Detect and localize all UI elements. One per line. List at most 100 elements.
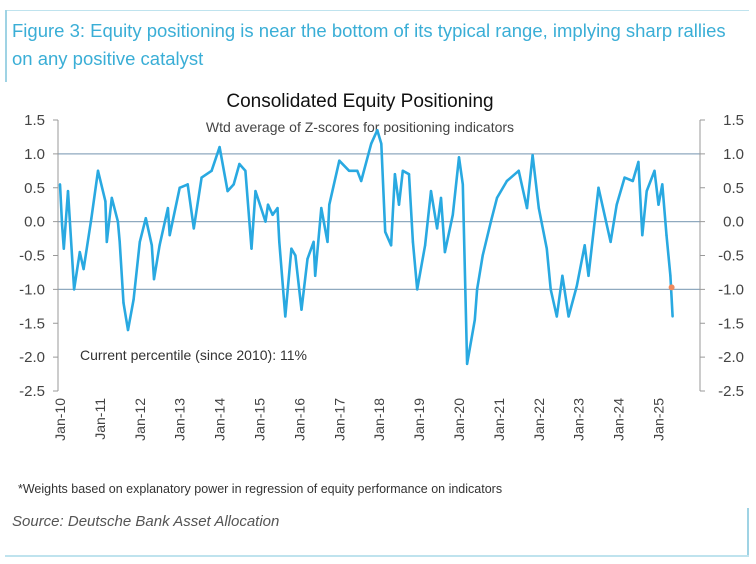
data-point <box>166 206 170 210</box>
data-point <box>306 257 309 261</box>
data-point <box>328 203 331 206</box>
data-point <box>210 169 213 173</box>
data-point <box>58 183 62 186</box>
x-tick-label: Jan-20 <box>451 398 467 441</box>
data-point <box>126 328 130 332</box>
data-point <box>393 173 397 176</box>
chart-title: Consolidated Equity Positioning <box>226 91 493 112</box>
x-tick-labels: Jan-10 Jan-11 Jan-12 Jan-13 Jan-14 Jan-15 Jan-… <box>52 398 667 441</box>
data-point <box>314 274 317 278</box>
data-point <box>244 169 247 173</box>
right-y-tick-label: -1.0 <box>718 281 744 298</box>
chart-subtitle: Wtd average of Z-scores for positioning … <box>206 119 514 135</box>
data-point <box>495 196 499 200</box>
right-y-tick-label: -0.5 <box>718 248 744 265</box>
x-tick-label: Jan-12 <box>132 398 148 441</box>
data-point <box>597 186 600 189</box>
data-point <box>615 203 618 206</box>
data-point <box>294 254 297 257</box>
right-y-tick-label: -1.5 <box>718 315 744 332</box>
frame-top-border <box>5 10 749 11</box>
data-point <box>250 247 253 250</box>
left-y-tick-label: -2.5 <box>19 383 45 400</box>
data-point <box>192 227 196 230</box>
data-point <box>347 169 351 173</box>
data-point <box>158 244 161 247</box>
figure-title: Figure 3: Equity positioning is near the… <box>12 20 726 69</box>
data-point <box>517 169 520 173</box>
data-point <box>465 362 469 366</box>
data-point <box>376 128 379 132</box>
data-point <box>359 179 363 183</box>
x-tick-label: Jan-22 <box>531 398 547 441</box>
data-point <box>669 274 672 278</box>
data-point <box>416 288 419 291</box>
data-point <box>549 288 552 291</box>
left-y-tick-label: -1.0 <box>19 281 45 298</box>
data-point <box>278 240 281 244</box>
right-y-tick-label: -2.0 <box>718 349 744 366</box>
x-tick-label: Jan-18 <box>371 398 387 441</box>
data-point <box>96 169 100 173</box>
left-y-tick-label: 1.5 <box>24 112 45 129</box>
data-point <box>665 233 668 237</box>
data-point <box>380 142 383 145</box>
data-point <box>370 142 373 145</box>
data-point <box>266 203 270 206</box>
right-y-tick-label: 1.0 <box>723 146 744 163</box>
data-point <box>290 247 293 250</box>
data-point <box>276 206 279 210</box>
y-tick-labels: 1.5 1.5 1.0 1.0 0.5 0.5 0.0 0.0 -0.5 -0.5 -1.0 -1.0… <box>19 112 744 400</box>
data-point <box>104 200 107 203</box>
data-point <box>457 156 461 159</box>
data-point <box>609 240 612 244</box>
current-value-marker <box>668 284 675 291</box>
data-point <box>475 288 479 291</box>
data-point <box>545 247 548 250</box>
data-point <box>66 189 70 193</box>
data-point <box>473 318 477 322</box>
source-note: Source: Deutsche Bank Asset Allocation <box>12 513 280 530</box>
data-point <box>200 176 203 179</box>
percentile-annotation: Current percentile (since 2010): 11% <box>80 347 307 363</box>
data-point <box>423 244 427 247</box>
data-point <box>653 169 656 173</box>
data-point <box>132 298 135 301</box>
data-point <box>555 315 559 318</box>
data-point <box>401 169 405 173</box>
x-tick-label: Jan-16 <box>291 398 307 441</box>
x-tick-label: Jan-21 <box>491 398 507 441</box>
left-y-tick-label: -2.0 <box>19 349 45 366</box>
x-tick-label: Jan-17 <box>331 398 347 441</box>
data-point <box>671 315 674 318</box>
data-point <box>90 217 93 220</box>
data-point <box>561 274 564 278</box>
data-point <box>150 244 153 247</box>
x-tick-label: Jan-23 <box>571 398 587 441</box>
x-tick-label: Jan-25 <box>651 398 667 441</box>
data-point <box>451 213 454 217</box>
data-point <box>397 203 401 206</box>
data-point <box>489 220 493 223</box>
data-point <box>110 196 114 200</box>
data-point <box>481 254 484 257</box>
x-tick-label: Jan-13 <box>172 398 188 441</box>
data-point <box>238 162 241 166</box>
data-point <box>505 179 509 183</box>
x-tick-label: Jan-14 <box>212 398 228 441</box>
data-point <box>537 206 540 210</box>
right-y-tick-label: 1.5 <box>723 112 744 129</box>
data-point <box>326 240 329 244</box>
data-point <box>144 217 147 220</box>
data-point <box>338 159 341 162</box>
data-point <box>186 183 189 186</box>
right-y-tick-label: 0.0 <box>723 214 744 231</box>
data-point <box>641 233 644 237</box>
data-point <box>271 213 274 217</box>
data-point <box>264 220 267 223</box>
data-point <box>435 227 439 230</box>
data-point <box>60 223 64 227</box>
data-point <box>645 189 648 193</box>
series-layer <box>58 128 675 366</box>
left-y-tick-label: 0.5 <box>24 180 45 197</box>
